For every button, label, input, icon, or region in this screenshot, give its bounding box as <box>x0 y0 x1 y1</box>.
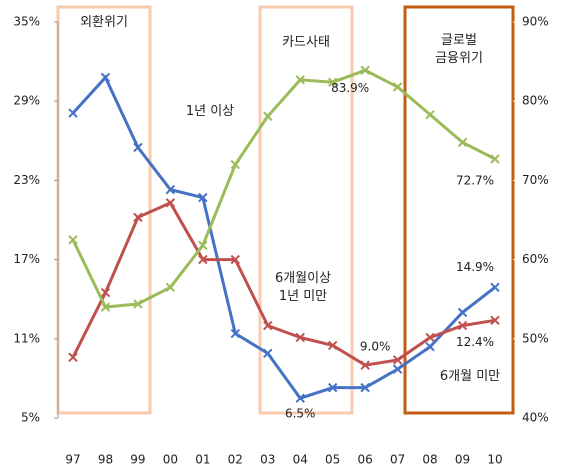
point <box>230 159 241 170</box>
point <box>263 111 273 121</box>
point <box>457 320 468 331</box>
value-label: 83.9% <box>331 81 369 95</box>
y2-tick-label: 80% <box>522 94 549 108</box>
x-tick-label: 10 <box>487 453 502 467</box>
point <box>165 198 176 208</box>
point <box>490 282 500 293</box>
period-box <box>403 5 515 415</box>
point <box>198 254 208 265</box>
point <box>100 302 111 312</box>
x-tick-label: 08 <box>422 453 437 467</box>
value-label: 14.9% <box>456 260 494 274</box>
y-tick-label: 35% <box>13 15 40 29</box>
value-label: 6.5% <box>285 407 316 421</box>
point <box>295 332 305 343</box>
period-box <box>56 5 152 415</box>
x-tick-label: 06 <box>358 453 373 467</box>
point <box>425 332 435 343</box>
series-label: 1년 이상 <box>185 104 235 119</box>
point <box>133 299 143 309</box>
point <box>198 240 208 251</box>
point <box>490 315 500 326</box>
x-tick-label: 03 <box>260 453 275 467</box>
point <box>198 192 208 203</box>
value-label: 9.0% <box>360 340 391 354</box>
point <box>295 393 305 403</box>
point <box>425 342 435 352</box>
point <box>263 348 273 359</box>
point <box>392 82 403 92</box>
x-tick-label: 01 <box>195 453 210 467</box>
x-tick-label: 98 <box>98 453 113 467</box>
point <box>295 75 305 85</box>
point <box>392 355 403 365</box>
point <box>230 254 241 265</box>
point <box>165 282 176 293</box>
series-line <box>71 74 496 400</box>
y-tick-label: 11% <box>13 331 40 345</box>
y2-tick-label: 40% <box>522 411 549 425</box>
point <box>100 287 111 298</box>
value-label: 72.7% <box>456 174 494 188</box>
point <box>68 235 78 245</box>
x-tick-label: 97 <box>65 453 80 467</box>
point <box>457 137 468 148</box>
value-label: 12.4% <box>456 335 494 349</box>
y2-tick-label: 50% <box>522 331 549 345</box>
point <box>425 109 435 120</box>
point <box>327 77 338 87</box>
period-box <box>258 5 354 415</box>
y-tick-label: 5% <box>21 411 40 425</box>
x-tick-label: 07 <box>390 453 405 467</box>
x-tick-label: 00 <box>163 453 178 467</box>
x-tick-label: 99 <box>130 453 145 467</box>
point <box>457 307 468 318</box>
y-tick-label: 17% <box>13 252 40 266</box>
point <box>68 352 78 362</box>
y2-tick-label: 70% <box>522 173 549 187</box>
point <box>263 320 273 331</box>
annotation: 카드사태 <box>282 35 330 50</box>
series-line <box>71 200 496 367</box>
point <box>327 340 338 351</box>
annotation: 외환위기 <box>80 15 128 30</box>
y-tick-label: 29% <box>13 94 40 108</box>
series-label: 6개월 미만 <box>439 369 501 384</box>
point <box>360 65 370 76</box>
y2-tick-label: 60% <box>522 252 549 266</box>
point <box>133 212 143 223</box>
x-tick-label: 09 <box>455 453 470 467</box>
point <box>230 328 241 339</box>
point <box>327 382 338 393</box>
point <box>100 72 111 83</box>
point <box>490 154 500 164</box>
point <box>68 108 78 118</box>
x-tick-label: 05 <box>325 453 340 467</box>
x-tick-label: 02 <box>228 453 243 467</box>
y2-tick-label: 90% <box>522 15 549 29</box>
point <box>165 184 176 195</box>
annotation: 글로벌 금융위기 <box>435 33 483 66</box>
point <box>392 364 403 374</box>
series-line <box>71 68 496 309</box>
x-tick-label: 04 <box>293 453 308 467</box>
point <box>360 382 370 393</box>
point <box>360 360 370 370</box>
point <box>133 142 143 153</box>
series-label: 6개월이상 1년 미만 <box>274 271 332 304</box>
y-tick-label: 23% <box>13 173 40 187</box>
